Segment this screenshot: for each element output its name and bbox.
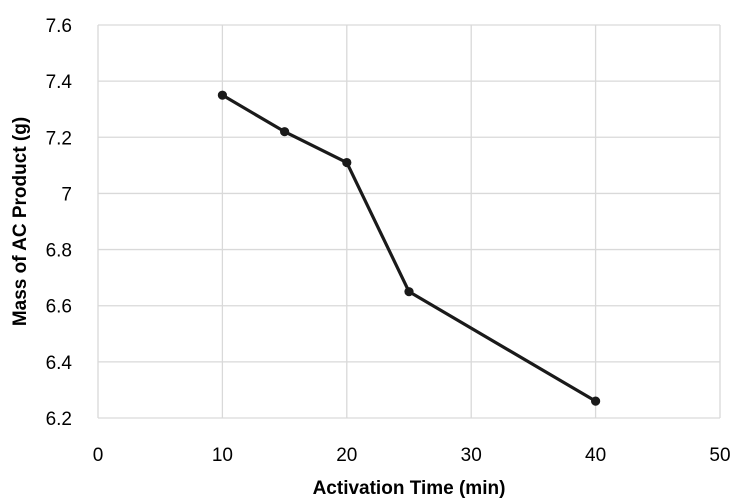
data-point bbox=[591, 396, 601, 406]
data-point bbox=[404, 287, 414, 297]
x-axis-label: Activation Time (min) bbox=[313, 478, 506, 499]
grid bbox=[97, 24, 721, 419]
y-tick-label: 6.8 bbox=[46, 241, 72, 262]
y-tick-label: 6.6 bbox=[46, 297, 72, 318]
y-tick-label: 6.4 bbox=[46, 353, 73, 374]
x-tick-label: 20 bbox=[336, 445, 357, 466]
series-line bbox=[221, 93, 597, 403]
x-tick-label: 10 bbox=[212, 445, 233, 466]
y-tick-label: 6.2 bbox=[46, 409, 72, 430]
x-tick-label: 30 bbox=[461, 445, 482, 466]
y-tick-label: 7.6 bbox=[46, 16, 72, 37]
y-tick-label: 7.4 bbox=[46, 72, 73, 93]
x-axis-ticks: 0 10 20 30 40 50 bbox=[93, 445, 731, 466]
series-layer bbox=[217, 90, 601, 406]
y-tick-label: 7.2 bbox=[46, 128, 72, 149]
x-tick-label: 40 bbox=[585, 445, 606, 466]
y-axis-ticks: 6.2 6.4 6.6 6.8 7 7.2 7.4 7.6 bbox=[46, 16, 73, 430]
x-tick-label: 0 bbox=[93, 445, 104, 466]
x-tick-label: 50 bbox=[709, 445, 730, 466]
data-point bbox=[342, 157, 352, 168]
data-point bbox=[280, 127, 290, 137]
data-point bbox=[217, 90, 227, 100]
y-tick-label: 7 bbox=[61, 184, 72, 205]
y-axis-label: Mass of AC Product (g) bbox=[10, 117, 31, 326]
